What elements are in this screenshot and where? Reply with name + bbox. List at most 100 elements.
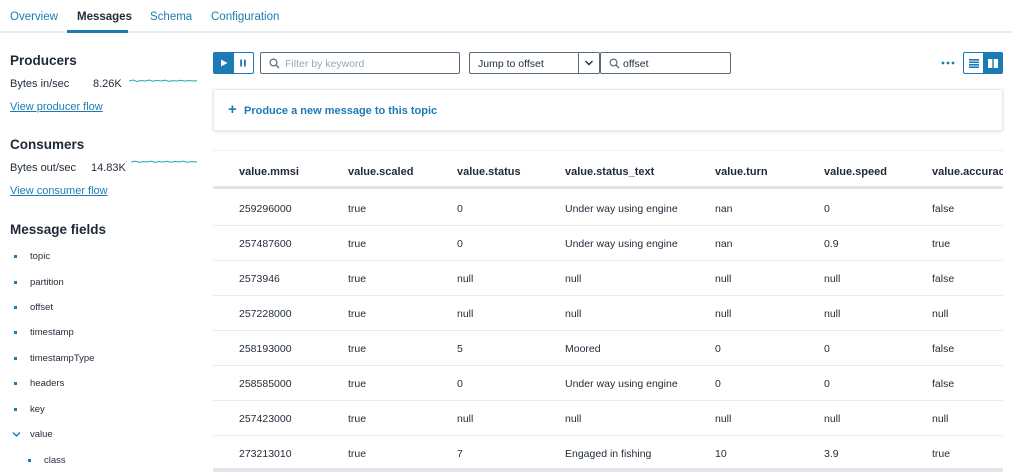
table-cell: 0 [457,203,463,215]
tab-schema[interactable]: Schema [150,11,193,23]
view-producer-flow-link[interactable]: View producer flow [10,101,103,113]
pause-button[interactable] [234,53,254,73]
table-cell: 3.9 [824,448,839,460]
column-header[interactable]: value.scaled [348,166,414,178]
table-cell: 0 [715,343,721,355]
table-row[interactable]: 273213010 true 7 Engaged in fishing 10 3.9 tru… [213,436,1003,471]
table-cell: true [348,203,367,215]
play-icon [220,59,228,67]
table-cell: null [457,308,474,320]
table-cell: false [932,273,955,285]
bytes-in-label: Bytes in/sec [10,78,70,90]
table-cell: 0.9 [824,238,839,250]
column-header[interactable]: value.mmsi [239,166,299,178]
table-cell: null [824,273,841,285]
table-cell: true [348,308,367,320]
table-cell: 0 [457,238,463,250]
table-cell: null [565,413,582,425]
table-cell: Under way using engine [565,238,678,250]
table-cell: 259296000 [239,203,292,215]
table-row[interactable]: 258585000 true 0 Under way using engine 0 0 fa… [213,366,1003,401]
consumer-sparkline [131,160,197,163]
view-consumer-flow-link[interactable]: View consumer flow [10,185,108,197]
bullet-icon [14,306,17,309]
bullet-icon [28,459,31,462]
table-cell: true [348,413,367,425]
table-cell: null [824,308,841,320]
table-row[interactable]: 257487600 true 0 Under way using engine nan 0… [213,226,1003,261]
table-cell: null [565,308,582,320]
table-cell: 258193000 [239,343,292,355]
chevron-down-icon[interactable] [12,431,21,438]
column-header[interactable]: value.turn [715,166,768,178]
table-row[interactable]: 259296000 true 0 Under way using engine nan 0… [213,191,1003,226]
table-cell: null [715,413,732,425]
messages-table: value.mmsi value.scaled value.status val… [213,150,1003,472]
offset-value: offset [623,58,649,70]
play-button[interactable] [214,53,234,73]
table-cell: nan [715,238,733,250]
column-header[interactable]: value.accuracy [932,166,1003,178]
table-cell: Moored [565,343,601,355]
column-header[interactable]: value.status_text [565,166,655,178]
table-cell: 0 [824,343,830,355]
tab-messages[interactable]: Messages [77,11,132,23]
table-cell: 0 [824,378,830,390]
bullet-icon [14,382,17,385]
jump-to-offset-select[interactable]: Jump to offset [469,52,600,74]
table-cell: null [715,308,732,320]
table-cell: nan [715,203,733,215]
table-scrollbar[interactable] [213,468,1003,472]
table-cell: 10 [715,448,727,460]
grid-view-icon [987,58,998,68]
table-cell: 273213010 [239,448,292,460]
table-cell: true [348,238,367,250]
table-cell: null [932,308,949,320]
column-header[interactable]: value.speed [824,166,887,178]
table-cell: 0 [715,378,721,390]
bullet-icon [14,357,17,360]
producer-sparkline [129,79,197,83]
table-row[interactable]: 257423000 true null null null null null [213,401,1003,436]
more-options-icon[interactable] [941,61,955,65]
jump-select-value: Jump to offset [478,58,544,70]
tab-overview[interactable]: Overview [10,11,58,23]
produce-message-label: Produce a new message to this topic [244,105,438,117]
search-icon [609,58,620,69]
filter-keyword-input[interactable]: Filter by keyword [260,52,460,74]
table-cell: null [457,273,474,285]
search-icon [269,58,280,69]
offset-input[interactable]: offset [600,52,731,74]
table-cell: false [932,203,955,215]
tab-configuration[interactable]: Configuration [211,11,280,23]
table-cell: true [932,238,951,250]
table-cell: 258585000 [239,378,292,390]
table-view-button[interactable] [964,53,983,73]
table-cell: null [457,413,474,425]
chevron-down-icon [585,60,593,66]
table-header: value.mmsi value.scaled value.status val… [213,151,1003,189]
bullet-icon [14,331,17,334]
bullet-icon [14,281,17,284]
table-row[interactable]: 2573946 true null null null null false [213,261,1003,296]
bytes-in-value: 8.26K [93,78,122,90]
column-header[interactable]: value.status [457,166,521,178]
table-cell: 0 [824,203,830,215]
table-cell: 257423000 [239,413,292,425]
bytes-out-value: 14.83K [91,162,126,174]
table-cell: null [932,413,949,425]
select-divider [578,53,579,73]
list-view-icon [968,58,979,68]
card-view-button[interactable] [983,53,1002,73]
active-tab-indicator [67,30,128,33]
table-cell: true [348,378,367,390]
filter-placeholder: Filter by keyword [285,58,365,70]
table-cell: 257228000 [239,308,292,320]
table-cell: true [348,343,367,355]
produce-message-button[interactable]: + Produce a new message to this topic [213,89,1003,131]
table-cell: 2573946 [239,273,280,285]
table-row[interactable]: 258193000 true 5 Moored 0 0 false [213,331,1003,366]
table-row[interactable]: 257228000 true null null null null null [213,296,1003,331]
table-cell: true [348,448,367,460]
table-cell: Under way using engine [565,203,678,215]
